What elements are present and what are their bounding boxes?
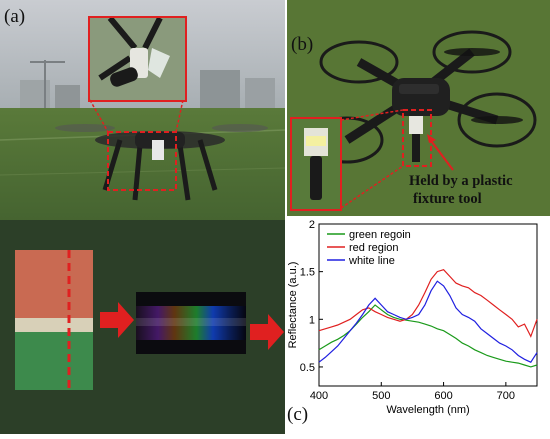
arrow-icon [100, 302, 134, 338]
spectral-image-scene [136, 292, 246, 354]
y-axis-label: Reflectance (a.u.) [287, 262, 299, 349]
y-tick-label: 2 [309, 219, 315, 231]
ground-sample-scene [15, 250, 93, 390]
panel-c: 400 500 600 700 0.5 1 1.5 2 green regoin red reg… [287, 218, 550, 434]
panel-a-annotations [89, 99, 184, 191]
annotation-line-1: Held by a plastic [409, 173, 513, 189]
zoom-inset-scene [90, 18, 185, 100]
series-line-white-line [318, 280, 538, 363]
ground-sample [15, 250, 93, 390]
panel-a-label: (a) [4, 6, 26, 27]
y-tick-label: 1 [309, 314, 315, 326]
legend-entry: red region [349, 242, 399, 254]
y-tick-label: 0.5 [300, 362, 315, 374]
legend-entry: green regoin [349, 229, 411, 241]
panel-b-label: (b) [291, 34, 314, 55]
panel-c-label: (c) [287, 404, 309, 425]
panel-b-annotation: Held by a plastic fixture tool [409, 172, 549, 208]
annotation-line-2: fixture tool [413, 191, 482, 207]
series-line-red-region [318, 269, 538, 338]
panel-b: (b) Held by a plastic fixture tool [287, 0, 550, 216]
drone-scene [287, 0, 550, 216]
spectral-image [136, 292, 246, 354]
zoom-inset [88, 16, 187, 102]
arrow-icon [250, 314, 284, 350]
x-axis-label: Wavelength (nm) [386, 404, 469, 416]
x-tick-label: 400 [310, 390, 328, 402]
legend-entry: white line [348, 255, 395, 267]
panel-a: (a) [0, 0, 285, 434]
y-tick-label: 1.5 [300, 267, 315, 279]
x-tick-label: 600 [434, 390, 452, 402]
x-tick-label: 500 [372, 390, 390, 402]
x-tick-label: 700 [497, 390, 515, 402]
